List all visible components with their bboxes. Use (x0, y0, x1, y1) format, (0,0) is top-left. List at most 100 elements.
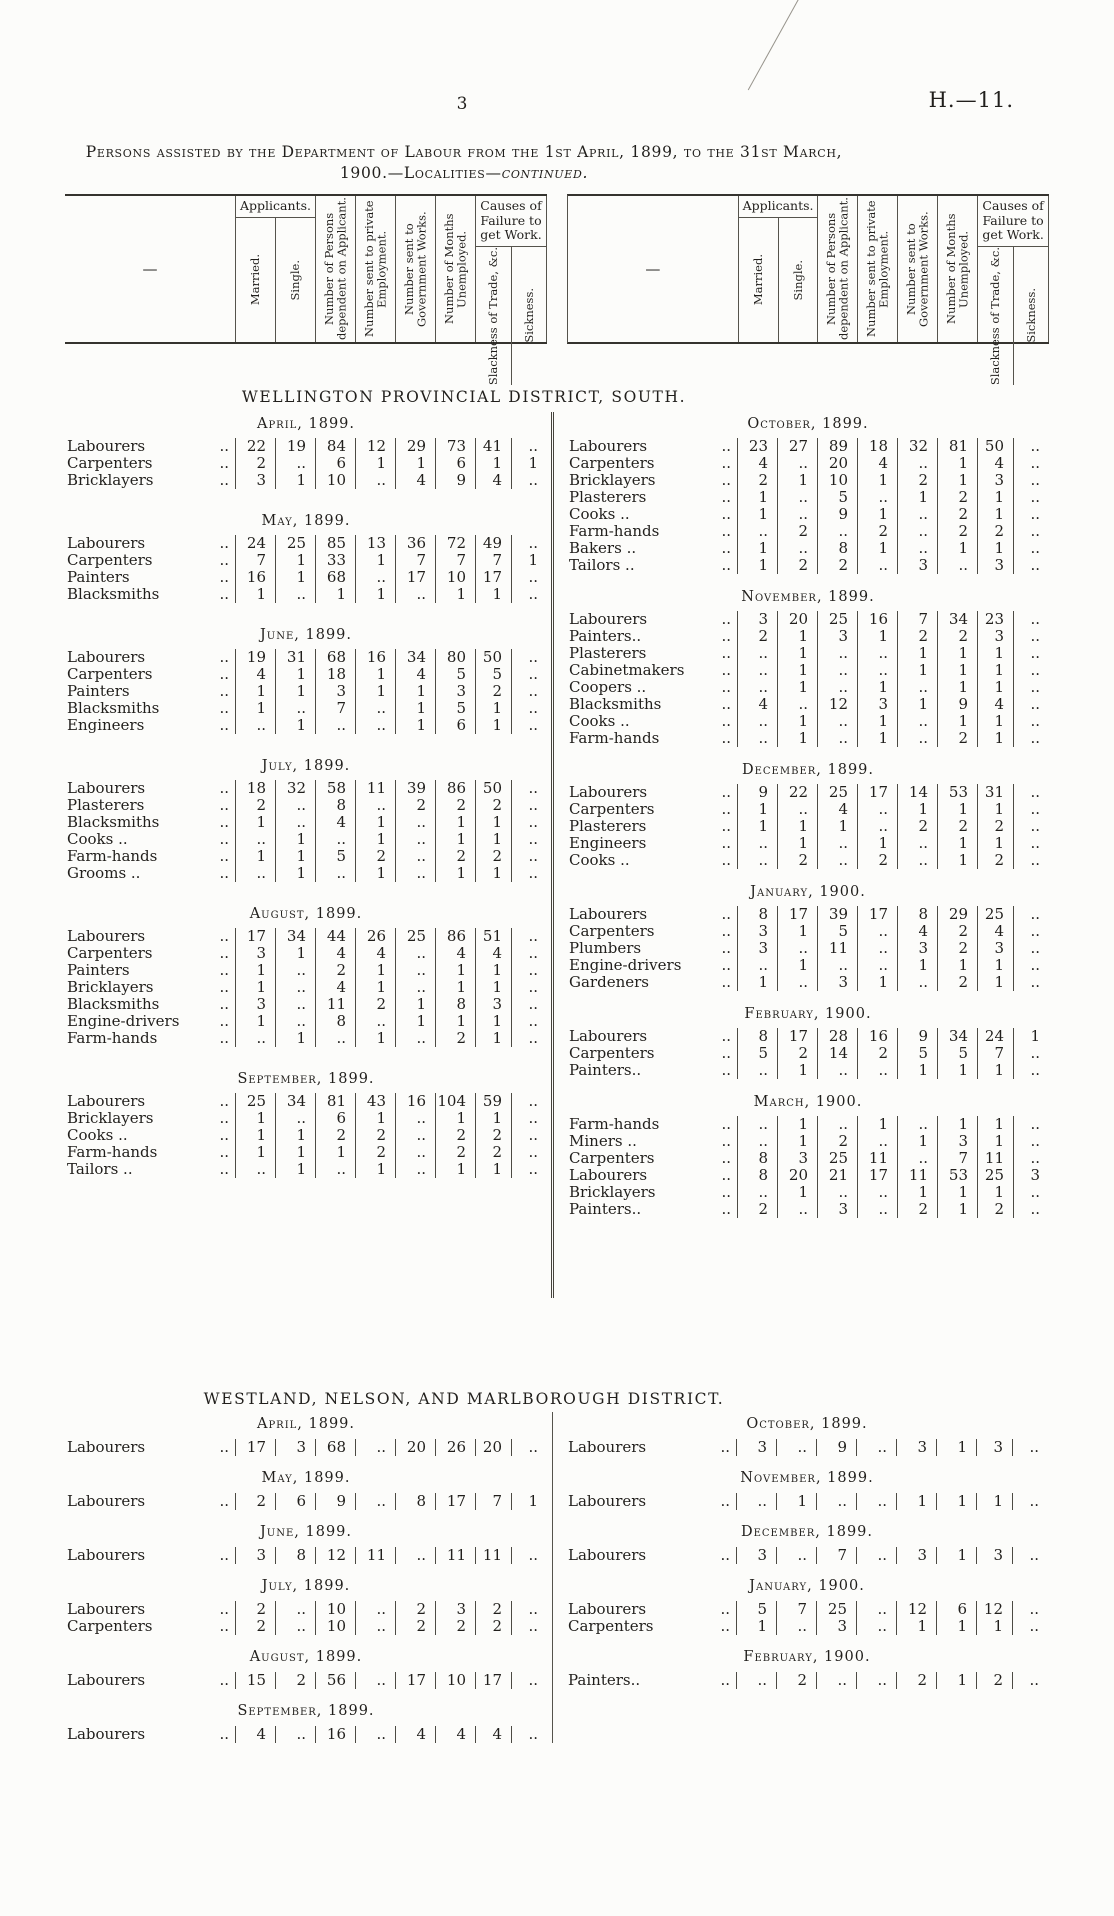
value-cell: .. (1013, 1133, 1049, 1150)
value-cell: .. (1012, 1547, 1048, 1564)
value-cell: 1 (475, 865, 511, 882)
value-cell: .. (857, 489, 897, 506)
table-row: Plasterers.... 1.... 1 1 1.. (567, 645, 1049, 662)
leader-dots: .. (721, 712, 731, 730)
value-cell: 1 (1013, 1028, 1049, 1045)
value-cell: 4 (235, 1726, 275, 1743)
leader-dots: .. (721, 851, 731, 869)
value-cell: 20 (475, 1439, 511, 1456)
value-cell: .. (1013, 679, 1049, 696)
value-cell: .. (355, 1672, 395, 1689)
value-cell: 5 (937, 1045, 977, 1062)
value-cell: 25 (275, 535, 315, 552)
slackness-column-header: Slackness of Trade, &c. (486, 246, 500, 385)
value-cell: 7 (937, 1150, 977, 1167)
value-cell: 1 (977, 645, 1013, 662)
leader-dots: .. (219, 944, 229, 962)
value-cell: .. (511, 945, 547, 962)
value-cell: .. (776, 1618, 816, 1635)
value-cell: 10 (817, 472, 857, 489)
value-cell: 53 (937, 1167, 977, 1184)
value-cell: 2 (977, 818, 1013, 835)
value-cell: .. (856, 1601, 896, 1618)
table-row: Painters.... 2.. 3.. 2 1 2.. (567, 1201, 1049, 1218)
table-row: Labourers.. 23 27 89 18 32 81 50.. (567, 438, 1049, 455)
value-cell: 1 (395, 717, 435, 734)
value-cell: .. (275, 797, 315, 814)
value-cell: .. (355, 1013, 395, 1030)
value-cell: 1 (475, 814, 511, 831)
table-row: Grooms ...... 1.. 1.. 1 1.. (65, 865, 547, 882)
table-row: Labourers.. 2 6 9.. 8 17 7 1 (65, 1493, 547, 1510)
causes-group-header: Causes of Failure to get Work. Slackness… (475, 196, 547, 385)
occupation-label: Plasterers (569, 488, 647, 506)
table-row: Plasterers.. 1.. 5.. 1 2 1.. (567, 489, 1049, 506)
leader-dots: .. (219, 1160, 229, 1178)
value-cell: .. (355, 1618, 395, 1635)
private-employment-column-header: Number sent to private Employment. (857, 196, 897, 342)
leader-dots: .. (219, 978, 229, 996)
occupation-label: Labourers (568, 1600, 647, 1618)
value-cell: .. (511, 1127, 547, 1144)
value-cell: 1 (435, 1161, 475, 1178)
value-cell: 7 (435, 552, 475, 569)
value-cell: 1 (977, 957, 1013, 974)
table-row: Carpenters.. 7 1 33 1 7 7 7 1 (65, 552, 547, 569)
value-cell: .. (355, 1439, 395, 1456)
value-cell: 17 (235, 928, 275, 945)
value-cell: 1 (936, 1618, 976, 1635)
leader-dots: .. (219, 1126, 229, 1144)
value-cell: 1 (355, 831, 395, 848)
value-cell: 1 (937, 852, 977, 869)
value-cell: .. (275, 586, 315, 603)
value-cell: .. (737, 679, 777, 696)
leader-dots: .. (219, 682, 229, 700)
value-cell: 1 (355, 586, 395, 603)
value-cell: 84 (315, 438, 355, 455)
applicants-group-header: Applicants. Married. Single. (737, 196, 818, 342)
value-cell: 2 (395, 797, 435, 814)
table-row: Blacksmiths.. 1.. 1 1.. 1 1.. (65, 586, 547, 603)
value-cell: .. (235, 1161, 275, 1178)
value-cell: 18 (235, 780, 275, 797)
value-cell: .. (857, 662, 897, 679)
month-block: April, 1899. Labourers.. 22 19 84 12 29 73 41.. C… (65, 416, 551, 489)
value-cell: .. (511, 996, 547, 1013)
value-cell: .. (511, 717, 547, 734)
value-cell: 2 (937, 506, 977, 523)
occupation-label: Carpenters (67, 1617, 153, 1635)
value-cell: 1 (777, 645, 817, 662)
leader-dots: .. (219, 1617, 229, 1635)
leader-dots: .. (219, 927, 229, 945)
table-row: Farm-hands.... 1.. 1.. 2 1.. (567, 730, 1049, 747)
value-cell: 2 (737, 1201, 777, 1218)
value-cell: .. (275, 1013, 315, 1030)
month-block: December, 1899. Labourers.. 3.. 7.. 3 1 3.. (566, 1524, 1049, 1564)
value-cell: .. (1013, 1184, 1049, 1201)
value-cell: 1 (435, 865, 475, 882)
document-title: Persons assisted by the Department of La… (65, 142, 1049, 184)
value-cell: 1 (435, 1110, 475, 1127)
value-cell: 1 (275, 666, 315, 683)
value-cell: 3 (1013, 1167, 1049, 1184)
table-row: Farm-hands.. 1 1 5 2.. 2 2.. (65, 848, 547, 865)
value-cell: 1 (777, 957, 817, 974)
value-cell: .. (275, 1110, 315, 1127)
month-title: February, 1900. (743, 1649, 871, 1665)
value-cell: 1 (475, 455, 511, 472)
value-cell: 3 (235, 945, 275, 962)
value-cell: 17 (777, 1028, 817, 1045)
month-title: August, 1899. (249, 906, 363, 922)
value-cell: .. (857, 645, 897, 662)
value-cell: 1 (977, 835, 1013, 852)
value-cell: 72 (435, 535, 475, 552)
value-cell: 16 (857, 1028, 897, 1045)
value-cell: .. (511, 780, 547, 797)
value-cell: 3 (737, 923, 777, 940)
value-cell: 1 (897, 696, 937, 713)
value-cell: 3 (817, 628, 857, 645)
value-cell: .. (511, 1030, 547, 1047)
value-cell: 1 (315, 1144, 355, 1161)
value-cell: 1 (777, 628, 817, 645)
table-row: Blacksmiths.. 1.. 4 1.. 1 1.. (65, 814, 547, 831)
